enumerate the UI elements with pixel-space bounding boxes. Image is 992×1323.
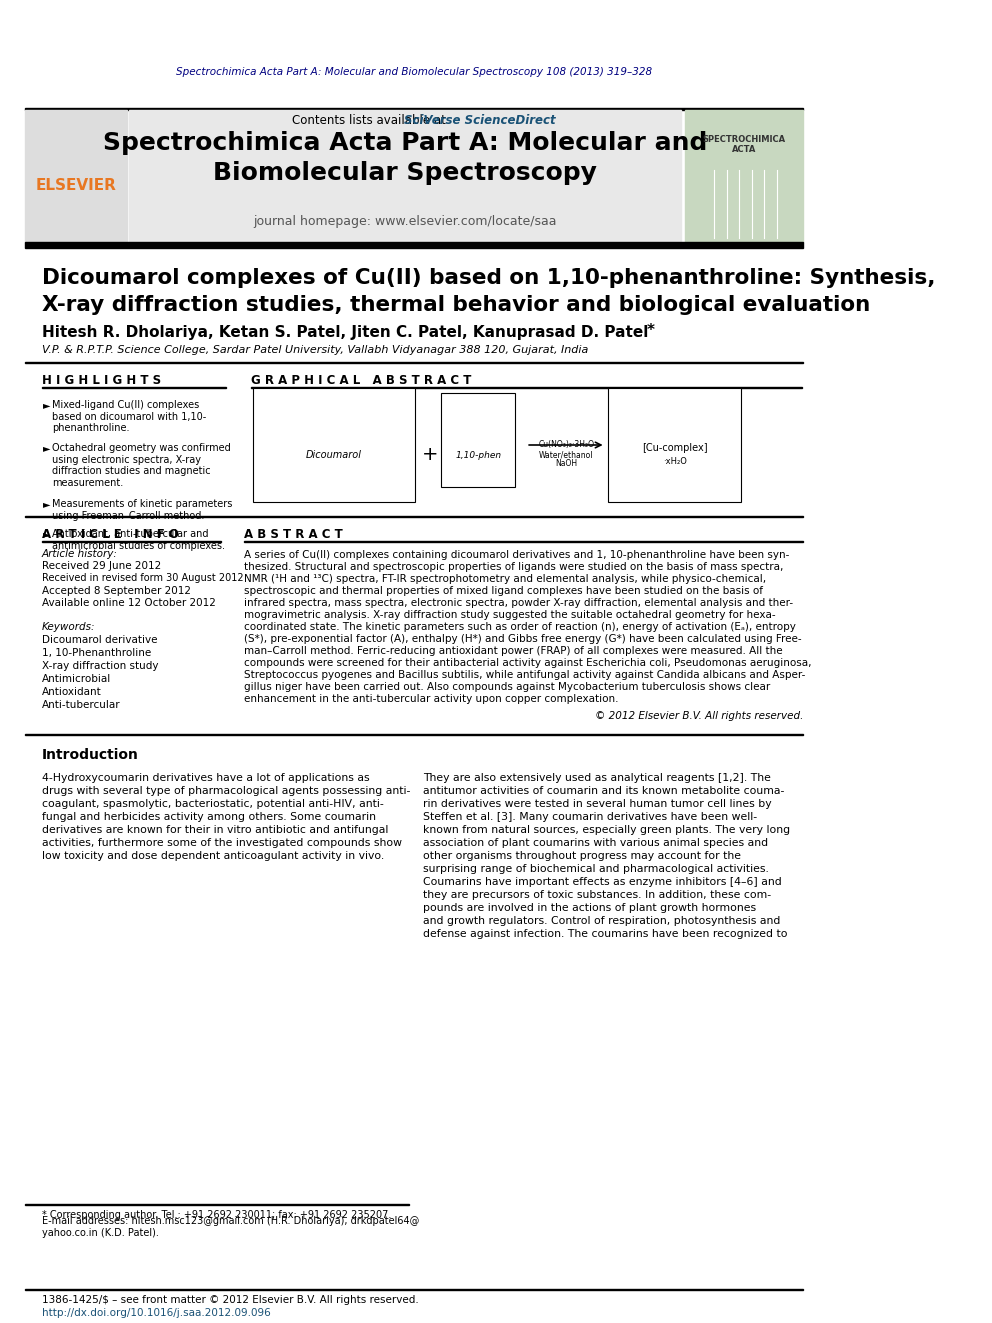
Text: spectroscopic and thermal properties of mixed ligand complexes have been studied: spectroscopic and thermal properties of … (244, 586, 763, 595)
Text: 4-Hydroxycoumarin derivatives have a lot of applications as: 4-Hydroxycoumarin derivatives have a lot… (42, 773, 369, 783)
Text: derivatives are known for their in vitro antibiotic and antifungal: derivatives are known for their in vitro… (42, 826, 388, 835)
Text: low toxicity and dose dependent anticoagulant activity in vivo.: low toxicity and dose dependent anticoag… (42, 851, 384, 861)
Text: rin derivatives were tested in several human tumor cell lines by: rin derivatives were tested in several h… (424, 799, 772, 808)
Text: association of plant coumarins with various animal species and: association of plant coumarins with vari… (424, 837, 769, 848)
Text: Received in revised form 30 August 2012: Received in revised form 30 August 2012 (42, 573, 243, 583)
FancyBboxPatch shape (608, 388, 741, 501)
Text: thesized. Structural and spectroscopic properties of ligands were studied on the: thesized. Structural and spectroscopic p… (244, 562, 784, 572)
Text: Octahedral geometry was confirmed
using electronic spectra, X-ray
diffraction st: Octahedral geometry was confirmed using … (52, 443, 230, 488)
Bar (25, 516, 804, 517)
Text: A series of Cu(II) complexes containing dicoumarol derivatives and 1, 10-phenant: A series of Cu(II) complexes containing … (244, 550, 790, 560)
Text: ELSEVIER: ELSEVIER (36, 177, 116, 193)
Text: journal homepage: www.elsevier.com/locate/saa: journal homepage: www.elsevier.com/locat… (253, 216, 557, 229)
Text: ►: ► (44, 443, 51, 452)
Text: Dicoumarol derivative: Dicoumarol derivative (42, 635, 158, 646)
Bar (25, 242, 804, 247)
Text: NaOH: NaOH (556, 459, 577, 467)
Text: A B S T R A C T: A B S T R A C T (244, 528, 342, 541)
Text: enhancement in the anti-tubercular activity upon copper complexation.: enhancement in the anti-tubercular activ… (244, 695, 618, 704)
Text: antitumor activities of coumarin and its known metabolite couma-: antitumor activities of coumarin and its… (424, 786, 785, 796)
Bar (684, 110, 804, 242)
Text: ·xH₂O: ·xH₂O (663, 458, 686, 467)
Text: ►: ► (44, 529, 51, 538)
Text: gillus niger have been carried out. Also compounds against Mycobacterium tubercu: gillus niger have been carried out. Also… (244, 681, 770, 692)
Text: E-mail addresses: hitesh.msc123@gmail.com (H.R. Dholariya), drkdpatel64@
yahoo.c: E-mail addresses: hitesh.msc123@gmail.co… (42, 1216, 419, 1238)
Text: V.P. & R.P.T.P. Science College, Sardar Patel University, Vallabh Vidyanagar 388: V.P. & R.P.T.P. Science College, Sardar … (42, 345, 588, 355)
Text: SPECTROCHIMICA: SPECTROCHIMICA (702, 135, 786, 144)
Bar (130, 110, 681, 242)
Text: ►: ► (44, 400, 51, 410)
FancyBboxPatch shape (253, 388, 415, 501)
Text: fungal and herbicides activity among others. Some coumarin: fungal and herbicides activity among oth… (42, 812, 376, 822)
Text: (S*), pre-exponential factor (A), enthalpy (H*) and Gibbs free energy (G*) have : (S*), pre-exponential factor (A), enthal… (244, 634, 802, 644)
Text: *: * (647, 323, 655, 337)
Text: 1,10-phen: 1,10-phen (455, 451, 502, 459)
Text: other organisms throughout progress may account for the: other organisms throughout progress may … (424, 851, 741, 861)
Text: Antioxidant: Antioxidant (42, 687, 101, 697)
Text: Dicoumarol: Dicoumarol (307, 450, 362, 460)
Bar (25, 361, 804, 363)
Text: they are precursors of toxic substances. In addition, these com-: they are precursors of toxic substances.… (424, 890, 772, 900)
Text: © 2012 Elsevier B.V. All rights reserved.: © 2012 Elsevier B.V. All rights reserved… (595, 710, 804, 721)
Text: 1386-1425/$ – see front matter © 2012 Elsevier B.V. All rights reserved.: 1386-1425/$ – see front matter © 2012 El… (42, 1295, 419, 1304)
Text: Mixed-ligand Cu(II) complexes
based on dicoumarol with 1,10-
phenanthroline.: Mixed-ligand Cu(II) complexes based on d… (52, 400, 206, 433)
Text: Spectrochimica Acta Part A: Molecular and
Biomolecular Spectroscopy: Spectrochimica Acta Part A: Molecular an… (103, 131, 707, 185)
Text: Steffen et al. [3]. Many coumarin derivatives have been well-: Steffen et al. [3]. Many coumarin deriva… (424, 812, 758, 822)
Text: Hitesh R. Dholariya, Ketan S. Patel, Jiten C. Patel, Kanuprasad D. Patel: Hitesh R. Dholariya, Ketan S. Patel, Jit… (42, 324, 648, 340)
Text: Streptococcus pyogenes and Bacillus subtilis, while antifungal activity against : Streptococcus pyogenes and Bacillus subt… (244, 669, 806, 680)
Text: [Cu-complex]: [Cu-complex] (642, 443, 707, 452)
Text: surprising range of biochemical and pharmacological activities.: surprising range of biochemical and phar… (424, 864, 770, 875)
Text: Contents lists available at: Contents lists available at (293, 114, 450, 127)
Text: Cu(NO₃)₂·3H₂O: Cu(NO₃)₂·3H₂O (539, 441, 594, 450)
Bar (25, 110, 127, 242)
Text: ACTA: ACTA (732, 146, 756, 155)
Text: activities, furthermore some of the investigated compounds show: activities, furthermore some of the inve… (42, 837, 402, 848)
Text: defense against infection. The coumarins have been recognized to: defense against infection. The coumarins… (424, 929, 788, 939)
Text: Water/ethanol: Water/ethanol (539, 451, 593, 459)
Text: coordinated state. The kinetic parameters such as order of reaction (n), energy : coordinated state. The kinetic parameter… (244, 622, 796, 632)
Text: X-ray diffraction studies, thermal behavior and biological evaluation: X-ray diffraction studies, thermal behav… (42, 295, 870, 315)
Text: Introduction: Introduction (42, 747, 139, 762)
Text: ►: ► (44, 499, 51, 509)
Text: They are also extensively used as analytical reagents [1,2]. The: They are also extensively used as analyt… (424, 773, 772, 783)
Text: compounds were screened for their antibacterial activity against Escherichia col: compounds were screened for their antiba… (244, 658, 811, 668)
Text: Anti-tubercular: Anti-tubercular (42, 700, 120, 710)
Text: Received 29 June 2012: Received 29 June 2012 (42, 561, 161, 572)
Text: man–Carroll method. Ferric-reducing antioxidant power (FRAP) of all complexes we: man–Carroll method. Ferric-reducing anti… (244, 646, 783, 656)
Text: Measurements of kinetic parameters
using Freeman–Carroll method.: Measurements of kinetic parameters using… (52, 499, 232, 520)
Text: G R A P H I C A L   A B S T R A C T: G R A P H I C A L A B S T R A C T (251, 373, 471, 386)
Text: Coumarins have important effects as enzyme inhibitors [4–6] and: Coumarins have important effects as enzy… (424, 877, 783, 886)
Text: drugs with several type of pharmacological agents possessing anti-: drugs with several type of pharmacologic… (42, 786, 410, 796)
Text: mogravimetric analysis. X-ray diffraction study suggested the suitable octahedra: mogravimetric analysis. X-ray diffractio… (244, 610, 776, 620)
Text: pounds are involved in the actions of plant growth hormones: pounds are involved in the actions of pl… (424, 904, 757, 913)
Text: Keywords:: Keywords: (42, 622, 95, 632)
Text: Available online 12 October 2012: Available online 12 October 2012 (42, 598, 215, 609)
Text: Antioxidant, anti-tubercular and
antimicrobial studies of complexes.: Antioxidant, anti-tubercular and antimic… (52, 529, 225, 550)
Text: NMR (¹H and ¹³C) spectra, FT-IR spectrophotometry and elemental analysis, while : NMR (¹H and ¹³C) spectra, FT-IR spectrop… (244, 574, 766, 583)
Text: +: + (422, 446, 438, 464)
Text: X-ray diffraction study: X-ray diffraction study (42, 662, 159, 671)
Text: Accepted 8 September 2012: Accepted 8 September 2012 (42, 586, 190, 595)
Text: known from natural sources, especially green plants. The very long: known from natural sources, especially g… (424, 826, 791, 835)
Text: Dicoumarol complexes of Cu(II) based on 1,10-phenanthroline: Synthesis,: Dicoumarol complexes of Cu(II) based on … (42, 269, 935, 288)
Text: H I G H L I G H T S: H I G H L I G H T S (42, 373, 161, 386)
Text: Antimicrobial: Antimicrobial (42, 673, 111, 684)
Bar (25, 108, 804, 110)
Text: and growth regulators. Control of respiration, photosynthesis and: and growth regulators. Control of respir… (424, 916, 781, 926)
Text: coagulant, spasmolytic, bacteriostatic, potential anti-HIV, anti-: coagulant, spasmolytic, bacteriostatic, … (42, 799, 384, 808)
Text: Spectrochimica Acta Part A: Molecular and Biomolecular Spectroscopy 108 (2013) 3: Spectrochimica Acta Part A: Molecular an… (177, 67, 653, 77)
Text: Article history:: Article history: (42, 549, 118, 560)
Bar (25, 733, 804, 736)
Text: SciVerse ScienceDirect: SciVerse ScienceDirect (405, 114, 557, 127)
FancyBboxPatch shape (441, 393, 515, 487)
Text: http://dx.doi.org/10.1016/j.saa.2012.09.096: http://dx.doi.org/10.1016/j.saa.2012.09.… (42, 1308, 271, 1318)
Text: * Corresponding author. Tel.: +91 2692 230011; fax: +91 2692 235207.: * Corresponding author. Tel.: +91 2692 2… (42, 1211, 391, 1220)
Text: infrared spectra, mass spectra, electronic spectra, powder X-ray diffraction, el: infrared spectra, mass spectra, electron… (244, 598, 793, 609)
Text: 1, 10-Phenanthroline: 1, 10-Phenanthroline (42, 648, 151, 658)
Text: A R T I C L E   I N F O: A R T I C L E I N F O (42, 528, 179, 541)
